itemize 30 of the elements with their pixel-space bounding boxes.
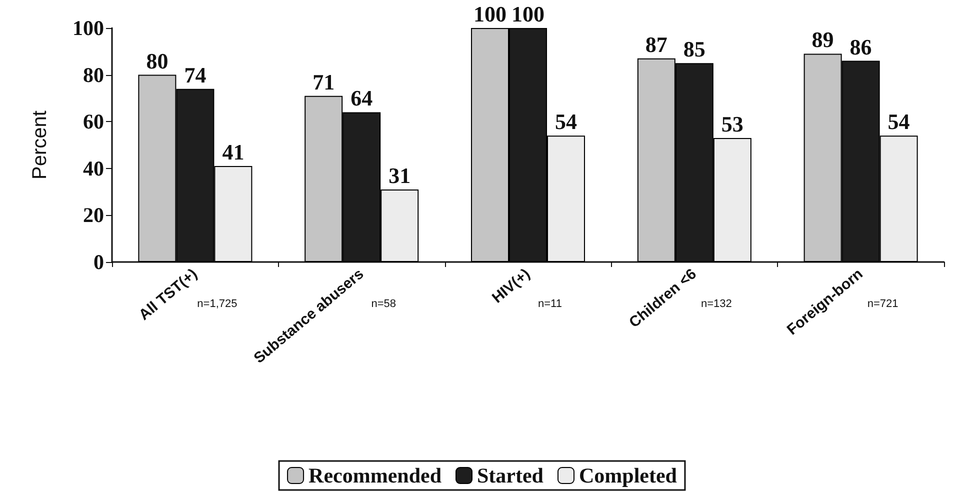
text: n=58 [371, 298, 396, 310]
data-label: 100 [512, 2, 544, 26]
data-label: 64 [350, 86, 373, 111]
data-label: 89 [812, 27, 834, 52]
data-label: 87 [645, 32, 668, 57]
text: n=721 [867, 298, 898, 310]
legend-label: Completed [578, 464, 678, 488]
y-tick-label: 100 [72, 16, 104, 40]
data-label: 53 [721, 111, 744, 136]
data-label: 54 [888, 109, 910, 134]
data-label: 74 [184, 62, 206, 88]
data-label: 100 [474, 2, 506, 26]
y-tick-label: 60 [83, 110, 104, 134]
data-label: 71 [312, 69, 335, 94]
data-label: 31 [388, 162, 411, 188]
data-label: 41 [222, 140, 244, 165]
data-label: 85 [683, 36, 706, 62]
y-axis-title: Percent [29, 110, 51, 180]
legend-label: Started [477, 464, 544, 488]
y-tick-label: 40 [83, 156, 104, 180]
y-tick-label: 80 [83, 62, 104, 87]
data-label: 80 [146, 48, 168, 74]
data-label: 86 [850, 34, 872, 60]
text: n=132 [700, 298, 732, 310]
text: n=11 [538, 298, 562, 310]
data-label: 54 [555, 109, 577, 134]
text: n=1,725 [197, 298, 238, 310]
legend-label: Recommended [308, 464, 442, 488]
y-tick-label: 20 [83, 203, 104, 228]
y-tick-label: 0 [94, 250, 104, 274]
